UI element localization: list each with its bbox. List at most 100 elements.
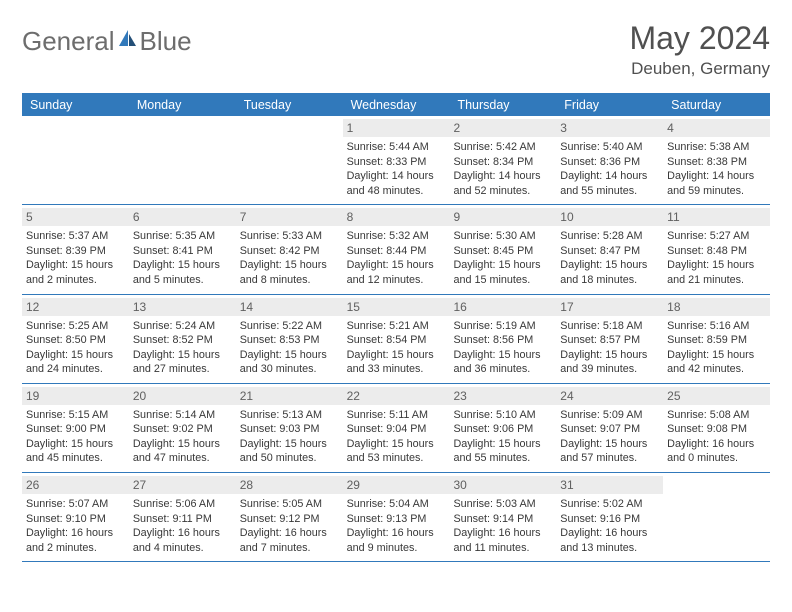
day-cell: 4 Sunrise: 5:38 AMSunset: 8:38 PMDaylight… [663, 116, 770, 204]
day-cell: 26 Sunrise: 5:07 AMSunset: 9:10 PMDayligh… [22, 473, 129, 561]
day-number: 21 [236, 387, 343, 405]
day-cell: 2 Sunrise: 5:42 AMSunset: 8:34 PMDaylight… [449, 116, 556, 204]
calendar: SundayMondayTuesdayWednesdayThursdayFrid… [22, 93, 770, 562]
title-block: May 2024 Deuben, Germany [629, 20, 770, 79]
day-number: 16 [449, 298, 556, 316]
weekday-header-row: SundayMondayTuesdayWednesdayThursdayFrid… [22, 94, 770, 116]
day-number: 26 [22, 476, 129, 494]
day-info: Sunrise: 5:35 AMSunset: 8:41 PMDaylight:… [133, 229, 232, 287]
day-number: 18 [663, 298, 770, 316]
day-info: Sunrise: 5:14 AMSunset: 9:02 PMDaylight:… [133, 408, 232, 466]
day-number: 11 [663, 208, 770, 226]
day-cell: 19 Sunrise: 5:15 AMSunset: 9:00 PMDayligh… [22, 384, 129, 472]
day-cell: 1Sunrise: 5:44 AMSunset: 8:33 PMDaylight… [343, 116, 450, 204]
day-number: 17 [556, 298, 663, 316]
day-info: Sunrise: 5:18 AMSunset: 8:57 PMDaylight:… [560, 319, 659, 377]
day-number: 31 [556, 476, 663, 494]
day-number: 25 [663, 387, 770, 405]
day-info: Sunrise: 5:30 AMSunset: 8:45 PMDaylight:… [453, 229, 552, 287]
day-number: 4 [663, 119, 770, 137]
day-number: 6 [129, 208, 236, 226]
weekday-header-thursday: Thursday [449, 94, 556, 116]
day-cell: 11 Sunrise: 5:27 AMSunset: 8:48 PMDayligh… [663, 205, 770, 293]
day-cell: 15Sunrise: 5:21 AMSunset: 8:54 PMDayligh… [343, 295, 450, 383]
day-info: Sunrise: 5:28 AMSunset: 8:47 PMDaylight:… [560, 229, 659, 287]
day-number: 12 [22, 298, 129, 316]
day-number: 8 [343, 208, 450, 226]
day-cell: 6 Sunrise: 5:35 AMSunset: 8:41 PMDaylight… [129, 205, 236, 293]
day-number: 28 [236, 476, 343, 494]
day-number: 29 [343, 476, 450, 494]
header: General Blue May 2024 Deuben, Germany [22, 20, 770, 79]
day-number: 13 [129, 298, 236, 316]
day-number: 24 [556, 387, 663, 405]
day-number: 1 [343, 119, 450, 137]
day-number: 20 [129, 387, 236, 405]
day-info: Sunrise: 5:07 AMSunset: 9:10 PMDaylight:… [26, 497, 125, 555]
day-info: Sunrise: 5:13 AMSunset: 9:03 PMDaylight:… [240, 408, 339, 466]
day-info: Sunrise: 5:09 AMSunset: 9:07 PMDaylight:… [560, 408, 659, 466]
weekday-header-wednesday: Wednesday [343, 94, 450, 116]
day-info: Sunrise: 5:19 AMSunset: 8:56 PMDaylight:… [453, 319, 552, 377]
day-cell: 23Sunrise: 5:10 AMSunset: 9:06 PMDayligh… [449, 384, 556, 472]
day-cell: 8 Sunrise: 5:32 AMSunset: 8:44 PMDaylight… [343, 205, 450, 293]
weekday-header-sunday: Sunday [22, 94, 129, 116]
day-cell: 5Sunrise: 5:37 AMSunset: 8:39 PMDaylight… [22, 205, 129, 293]
day-cell: 17 Sunrise: 5:18 AMSunset: 8:57 PMDayligh… [556, 295, 663, 383]
day-number: 30 [449, 476, 556, 494]
day-cell: 24 Sunrise: 5:09 AMSunset: 9:07 PMDayligh… [556, 384, 663, 472]
day-cell: 30 Sunrise: 5:03 AMSunset: 9:14 PMDayligh… [449, 473, 556, 561]
day-cell: 13 Sunrise: 5:24 AMSunset: 8:52 PMDayligh… [129, 295, 236, 383]
day-info: Sunrise: 5:22 AMSunset: 8:53 PMDaylight:… [240, 319, 339, 377]
day-cell: 9 Sunrise: 5:30 AMSunset: 8:45 PMDaylight… [449, 205, 556, 293]
day-info: Sunrise: 5:08 AMSunset: 9:08 PMDaylight:… [667, 408, 766, 466]
day-cell: 21 Sunrise: 5:13 AMSunset: 9:03 PMDayligh… [236, 384, 343, 472]
day-cell: 29 Sunrise: 5:04 AMSunset: 9:13 PMDayligh… [343, 473, 450, 561]
day-cell: 22Sunrise: 5:11 AMSunset: 9:04 PMDayligh… [343, 384, 450, 472]
day-cell: 14 Sunrise: 5:22 AMSunset: 8:53 PMDayligh… [236, 295, 343, 383]
day-info: Sunrise: 5:27 AMSunset: 8:48 PMDaylight:… [667, 229, 766, 287]
weekday-header-saturday: Saturday [663, 94, 770, 116]
day-cell: 16 Sunrise: 5:19 AMSunset: 8:56 PMDayligh… [449, 295, 556, 383]
day-number: 9 [449, 208, 556, 226]
empty-cell [22, 116, 129, 204]
weekday-header-monday: Monday [129, 94, 236, 116]
day-info: Sunrise: 5:42 AMSunset: 8:34 PMDaylight:… [453, 140, 552, 198]
day-info: Sunrise: 5:03 AMSunset: 9:14 PMDaylight:… [453, 497, 552, 555]
day-info: Sunrise: 5:37 AMSunset: 8:39 PMDaylight:… [26, 229, 125, 287]
day-number: 3 [556, 119, 663, 137]
day-number: 22 [343, 387, 450, 405]
weeks-container: 1Sunrise: 5:44 AMSunset: 8:33 PMDaylight… [22, 116, 770, 562]
brand-text-part1: General [22, 26, 115, 57]
day-cell: 20 Sunrise: 5:14 AMSunset: 9:02 PMDayligh… [129, 384, 236, 472]
day-cell: 28Sunrise: 5:05 AMSunset: 9:12 PMDayligh… [236, 473, 343, 561]
day-info: Sunrise: 5:10 AMSunset: 9:06 PMDaylight:… [453, 408, 552, 466]
day-cell: 25 Sunrise: 5:08 AMSunset: 9:08 PMDayligh… [663, 384, 770, 472]
day-cell: 27 Sunrise: 5:06 AMSunset: 9:11 PMDayligh… [129, 473, 236, 561]
location-text: Deuben, Germany [629, 59, 770, 79]
page-title: May 2024 [629, 20, 770, 57]
week-row: 1Sunrise: 5:44 AMSunset: 8:33 PMDaylight… [22, 116, 770, 205]
day-info: Sunrise: 5:04 AMSunset: 9:13 PMDaylight:… [347, 497, 446, 555]
day-number: 2 [449, 119, 556, 137]
day-info: Sunrise: 5:32 AMSunset: 8:44 PMDaylight:… [347, 229, 446, 287]
day-cell: 10 Sunrise: 5:28 AMSunset: 8:47 PMDayligh… [556, 205, 663, 293]
day-cell: 31 Sunrise: 5:02 AMSunset: 9:16 PMDayligh… [556, 473, 663, 561]
empty-cell [663, 473, 770, 561]
week-row: 26 Sunrise: 5:07 AMSunset: 9:10 PMDayligh… [22, 473, 770, 562]
weekday-header-friday: Friday [556, 94, 663, 116]
day-cell: 12Sunrise: 5:25 AMSunset: 8:50 PMDayligh… [22, 295, 129, 383]
day-info: Sunrise: 5:24 AMSunset: 8:52 PMDaylight:… [133, 319, 232, 377]
day-info: Sunrise: 5:15 AMSunset: 9:00 PMDaylight:… [26, 408, 125, 466]
day-info: Sunrise: 5:06 AMSunset: 9:11 PMDaylight:… [133, 497, 232, 555]
day-info: Sunrise: 5:38 AMSunset: 8:38 PMDaylight:… [667, 140, 766, 198]
empty-cell [236, 116, 343, 204]
day-number: 10 [556, 208, 663, 226]
day-number: 19 [22, 387, 129, 405]
day-number: 14 [236, 298, 343, 316]
day-cell: 3Sunrise: 5:40 AMSunset: 8:36 PMDaylight… [556, 116, 663, 204]
day-info: Sunrise: 5:02 AMSunset: 9:16 PMDaylight:… [560, 497, 659, 555]
day-number: 27 [129, 476, 236, 494]
day-info: Sunrise: 5:16 AMSunset: 8:59 PMDaylight:… [667, 319, 766, 377]
brand-text-part2: Blue [140, 26, 192, 57]
